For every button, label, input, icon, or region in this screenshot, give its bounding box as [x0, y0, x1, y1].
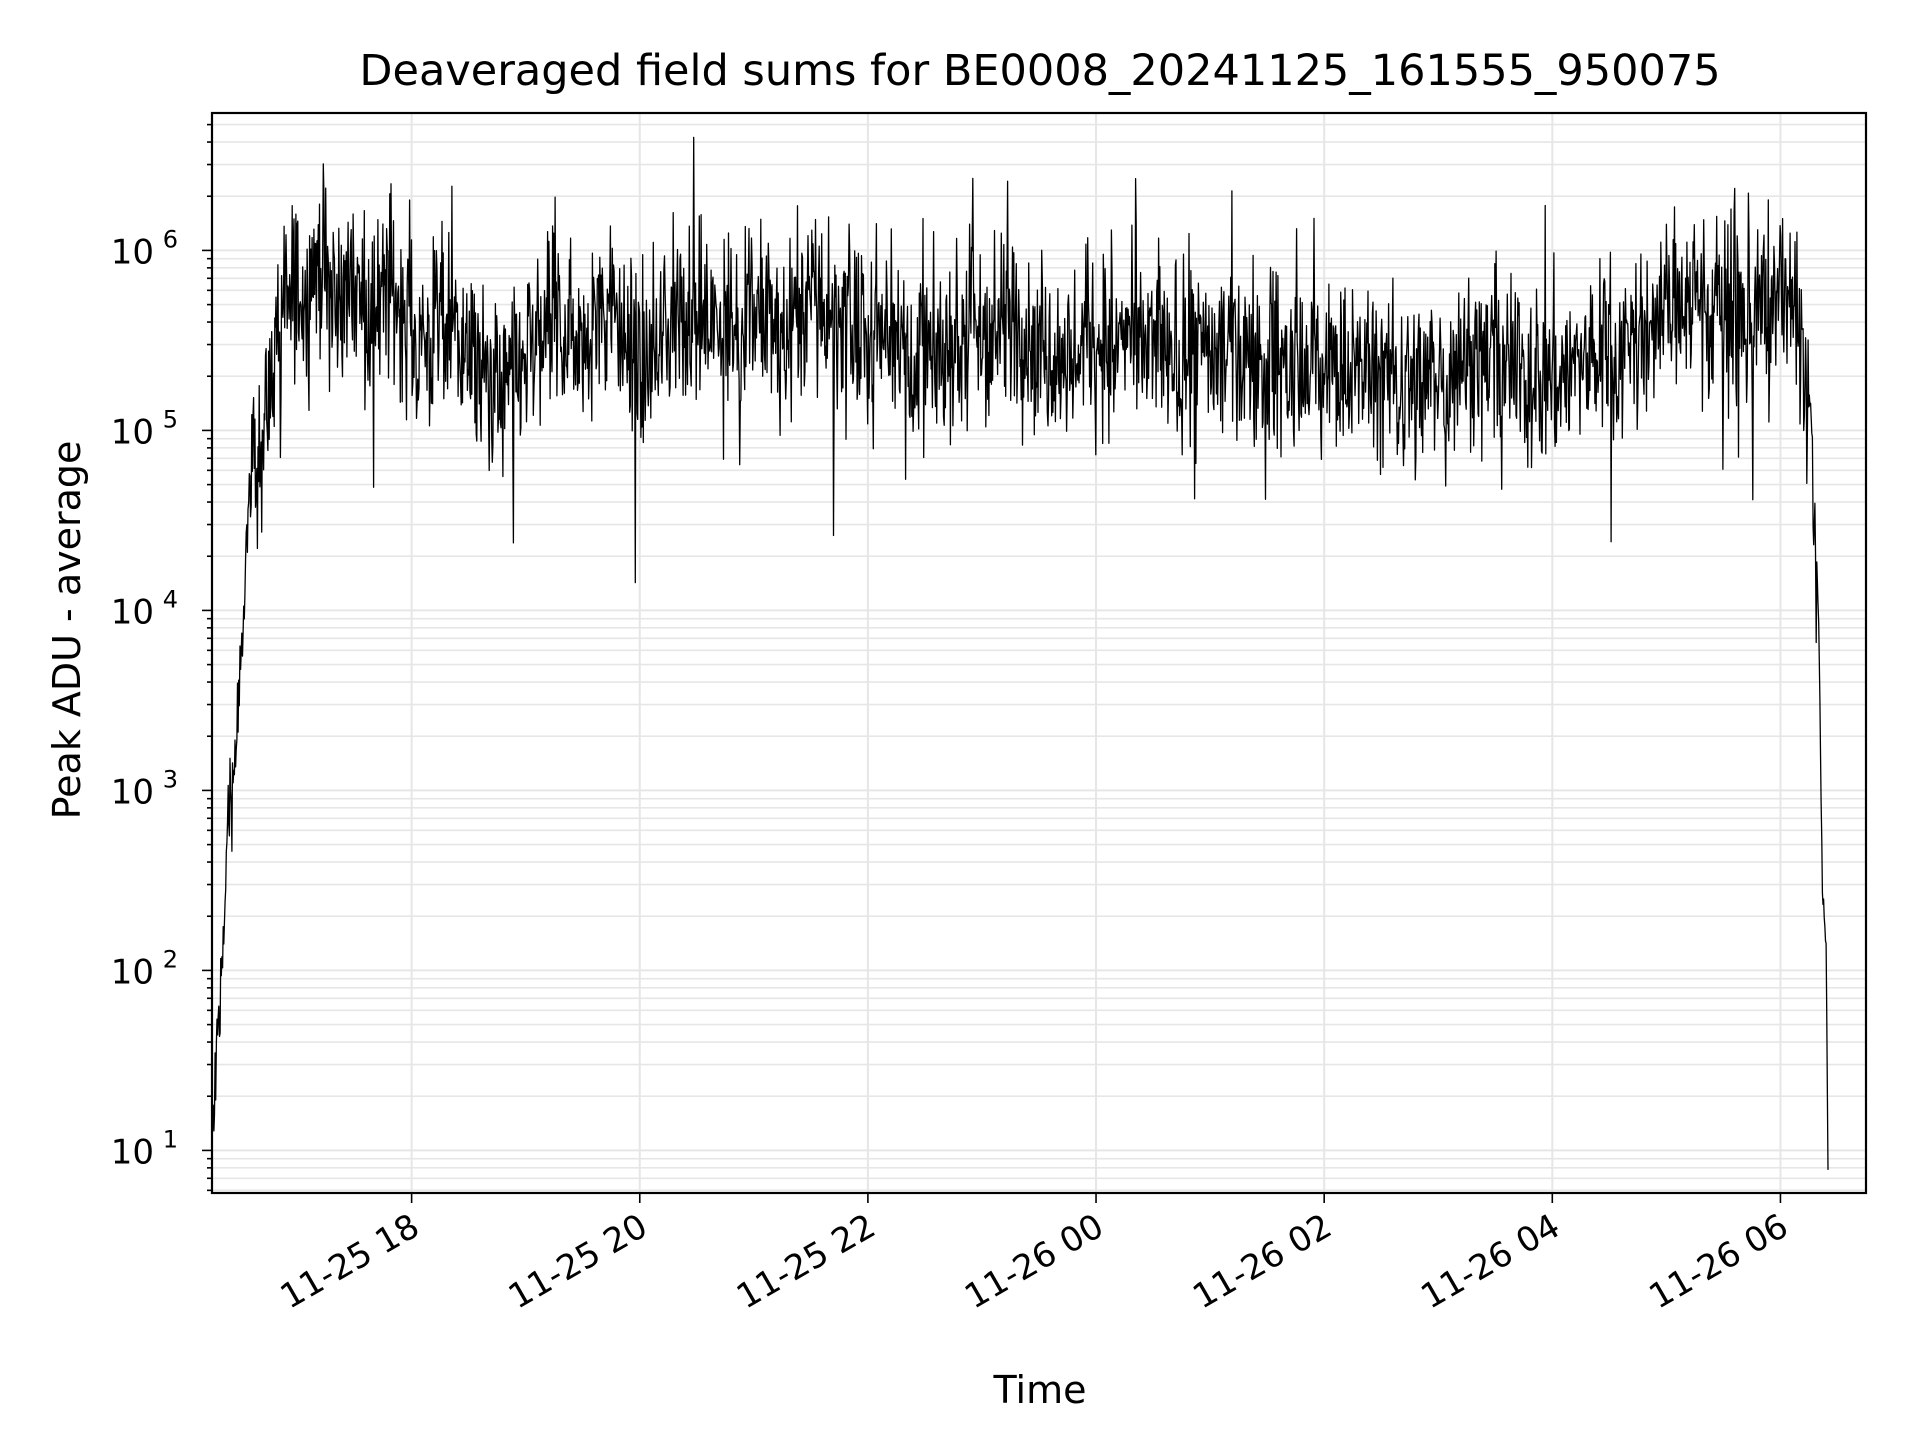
y-tick-label: 10	[111, 1132, 154, 1172]
y-tick-exponent: 2	[163, 945, 178, 973]
y-tick-label: 10	[111, 232, 154, 272]
plot-area-frame	[210, 111, 1868, 1195]
y-tick-exponent: 3	[163, 765, 178, 793]
y-tick-label: 10	[111, 772, 154, 812]
y-tick-exponent: 1	[163, 1125, 178, 1153]
y-tick-exponent: 6	[163, 225, 178, 253]
y-axis-ticks: 10 1 10 2 10 3 10 4 10 5 10 6	[111, 123, 212, 1192]
x-axis-label: Time	[993, 1368, 1087, 1412]
series-layer	[212, 136, 1829, 1170]
y-axis-label: Peak ADU - average	[45, 441, 89, 820]
series-line	[212, 136, 1829, 1170]
y-tick-exponent: 5	[163, 405, 178, 433]
grid-lines	[212, 113, 1866, 1193]
y-tick-label: 10	[111, 952, 154, 992]
chart-title: Deaveraged field sums for BE0008_2024112…	[359, 46, 1720, 96]
y-tick-exponent: 4	[163, 585, 178, 613]
y-tick-label: 10	[111, 412, 154, 452]
y-tick-label: 10	[111, 592, 154, 632]
